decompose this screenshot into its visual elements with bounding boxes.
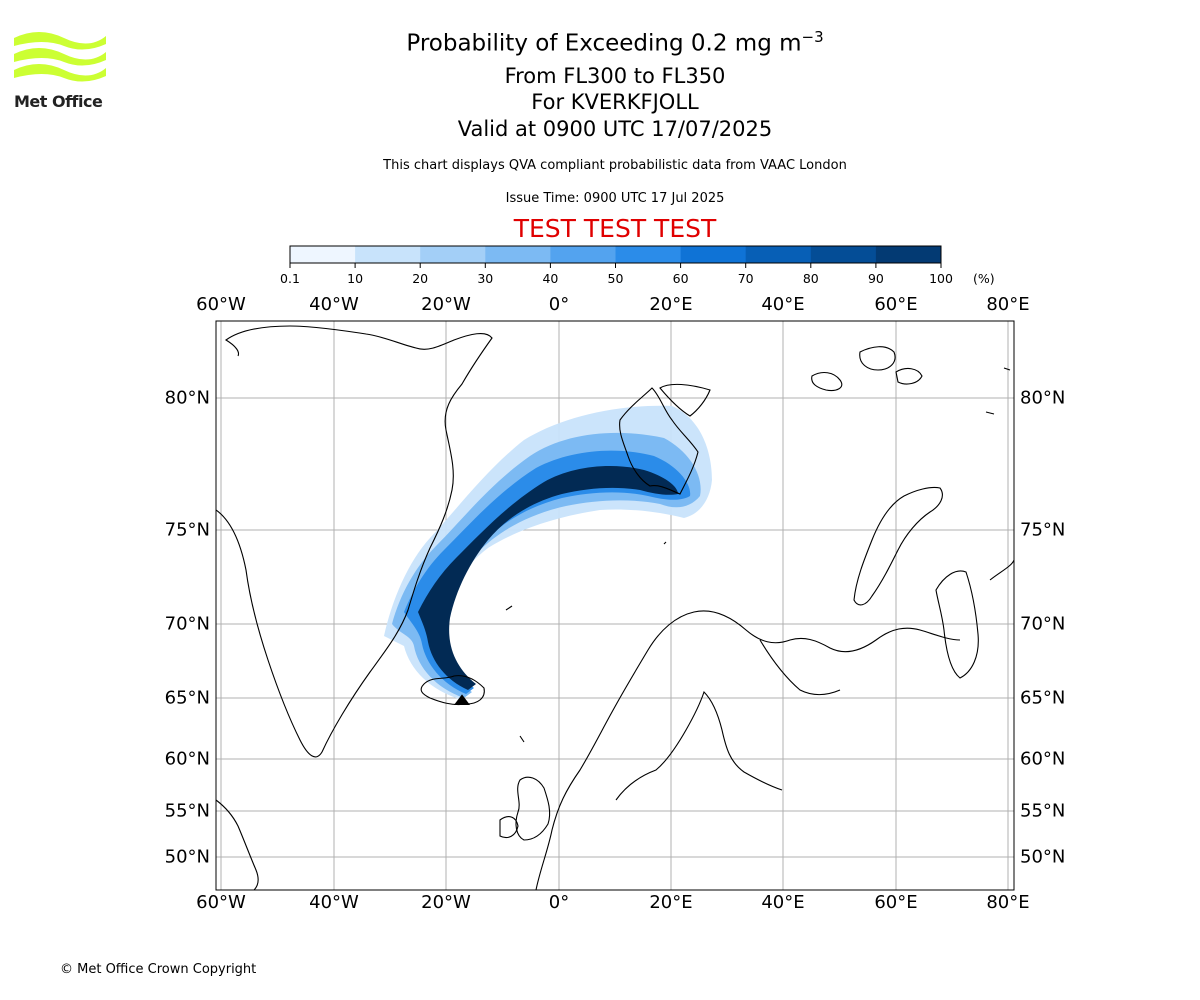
longitude-label: 20°W (421, 294, 471, 315)
colorbar-tick-label: 40 (542, 271, 559, 286)
colorbar-boxes (290, 246, 942, 263)
longitude-label: 40°W (309, 892, 359, 913)
longitude-label: 80°E (986, 294, 1030, 315)
latitude-label: 80°N (1020, 387, 1066, 409)
colorbar-box (680, 246, 747, 263)
colorbar-tick-label: 80 (802, 271, 819, 286)
colorbar-tick-label: 70 (737, 271, 754, 286)
longitude-label: 40°E (761, 892, 805, 913)
colorbar-box (420, 246, 486, 263)
chart-title-exponent: −3 (801, 28, 824, 46)
british-isles (515, 776, 551, 841)
longitude-label: 80°E (986, 892, 1030, 913)
colorbar-box (550, 246, 616, 263)
chart-title-text: Probability of Exceeding 0.2 mg m (406, 30, 802, 57)
colorbar (289, 245, 942, 268)
colorbar-box (745, 246, 812, 263)
baltic-coast (615, 690, 783, 801)
longitude-label: 60°W (196, 294, 246, 315)
latitude-label: 65°N (1020, 687, 1066, 709)
copyright-notice: © Met Office Crown Copyright (60, 962, 257, 977)
latitude-label: 75°N (164, 519, 210, 541)
met-office-logo-icon (14, 32, 106, 82)
latitude-label: 55°N (164, 800, 210, 822)
latitude-label: 75°N (1020, 519, 1066, 541)
latitude-label: 60°N (164, 748, 210, 770)
latitude-label: 60°N (1020, 748, 1066, 770)
logo-text: Met Office (14, 92, 103, 111)
colorbar-box (810, 246, 877, 263)
colorbar-box (485, 246, 551, 263)
issue-time: Issue Time: 0900 UTC 17 Jul 2025 (505, 191, 725, 206)
flight-levels: From FL300 to FL350 (504, 64, 726, 88)
volcano-marker-icon (454, 694, 470, 705)
colorbar-tick-label: 50 (607, 271, 624, 286)
valid-time: Valid at 0900 UTC 17/07/2025 (457, 117, 773, 141)
gridlines (216, 321, 1014, 890)
colorbar-tick-label: 100 (929, 271, 953, 286)
colorbar-tick-label: 30 (477, 271, 494, 286)
plume-band-30 (392, 432, 701, 698)
latitude-label: 70°N (164, 613, 210, 635)
longitude-label: 40°E (761, 294, 805, 315)
novaya-zemlya (853, 486, 943, 606)
longitude-label: 0° (548, 892, 570, 913)
longitude-label: 60°E (874, 294, 918, 315)
scandinavia-coast (535, 610, 961, 890)
volcano-location: For KVERKFJOLL (531, 90, 699, 114)
kola-peninsula (759, 639, 841, 696)
colorbar-box (615, 246, 682, 263)
map-frame (215, 320, 1015, 891)
longitude-label: 60°W (196, 892, 246, 913)
colorbar-tick-label: 90 (867, 271, 884, 286)
colorbar-tick-label: 0.1 (280, 271, 300, 286)
colorbar-box (290, 246, 356, 263)
north-america-coast (216, 799, 259, 890)
coastlines (216, 325, 1014, 890)
greenland-coast (216, 325, 493, 758)
colorbar-unit: (%) (973, 271, 995, 286)
longitude-label: 20°E (649, 294, 693, 315)
longitude-label: 20°W (421, 892, 471, 913)
latitude-label: 65°N (164, 687, 210, 709)
colorbar-tick-label: 10 (347, 271, 364, 286)
colorbar-tick-label: 20 (412, 271, 429, 286)
latitude-label: 80°N (164, 387, 210, 409)
latitude-label: 70°N (1020, 613, 1066, 635)
longitude-label: 20°E (649, 892, 693, 913)
plume-band-90 (418, 466, 678, 690)
colorbar-box (355, 246, 421, 263)
franz-josef-land (811, 371, 843, 392)
longitude-label: 60°E (874, 892, 918, 913)
latitude-label: 55°N (1020, 800, 1066, 822)
iceland-coast (420, 675, 485, 706)
longitude-label: 0° (548, 294, 570, 315)
latitude-label: 50°N (1020, 846, 1066, 868)
latitude-label: 50°N (164, 846, 210, 868)
ash-plume (384, 405, 712, 700)
test-banner: TEST TEST TEST (513, 214, 717, 243)
svalbard-coast (619, 387, 699, 495)
longitude-label: 40°W (309, 294, 359, 315)
chart-title: Probability of Exceeding 0.2 mg m−3 (0, 28, 1200, 57)
chart-description: This chart displays QVA compliant probab… (383, 158, 847, 173)
colorbar-box (875, 246, 942, 263)
colorbar-tick-label: 60 (672, 271, 689, 286)
